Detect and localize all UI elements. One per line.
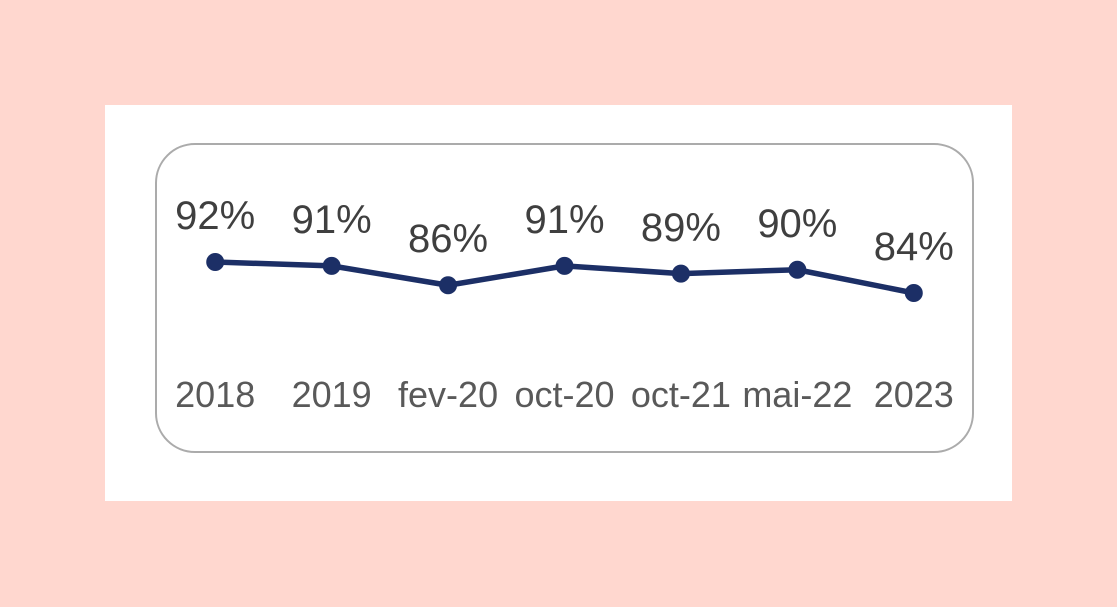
- data-point-oct-21: [671, 264, 690, 283]
- x-axis-label-2023: 2023: [873, 374, 954, 415]
- x-axis-label-mai-22: mai-22: [742, 374, 853, 415]
- x-axis-label-2019: 2019: [291, 374, 372, 415]
- chart-card: 92% 2018 91% 2019 86% fev-20 91% oct-20 89% oct-2…: [105, 105, 1012, 501]
- data-point-mai-22: [788, 260, 807, 279]
- data-label-fev-20: 86%: [408, 217, 489, 262]
- data-label-oct-21: 89%: [640, 205, 721, 250]
- data-label-2023: 84%: [873, 225, 954, 269]
- chart-labels-layer: 92% 2018 91% 2019 86% fev-20 91% oct-20 89% oct-2…: [157, 145, 972, 451]
- data-point-2019: [322, 256, 341, 275]
- data-label-2019: 91%: [291, 197, 372, 242]
- data-point-2018: [206, 253, 225, 271]
- data-label-2018: 92%: [175, 194, 256, 238]
- x-axis-label-2018: 2018: [175, 374, 256, 415]
- chart-frame: 92% 2018 91% 2019 86% fev-20 91% oct-20 89% oct-2…: [155, 143, 974, 453]
- x-axis-label-oct-21: oct-21: [630, 374, 731, 415]
- data-label-oct-20: 91%: [524, 197, 605, 242]
- x-axis-label-oct-20: oct-20: [514, 374, 615, 415]
- data-label-mai-22: 90%: [757, 201, 838, 246]
- x-axis-label-fev-20: fev-20: [398, 374, 499, 415]
- trend-line-chart: [206, 253, 923, 302]
- data-point-oct-20: [555, 256, 574, 275]
- data-point-fev-20: [439, 276, 458, 295]
- data-point-2023: [904, 284, 923, 302]
